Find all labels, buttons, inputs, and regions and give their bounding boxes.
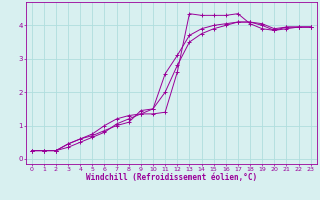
X-axis label: Windchill (Refroidissement éolien,°C): Windchill (Refroidissement éolien,°C) [86,173,257,182]
